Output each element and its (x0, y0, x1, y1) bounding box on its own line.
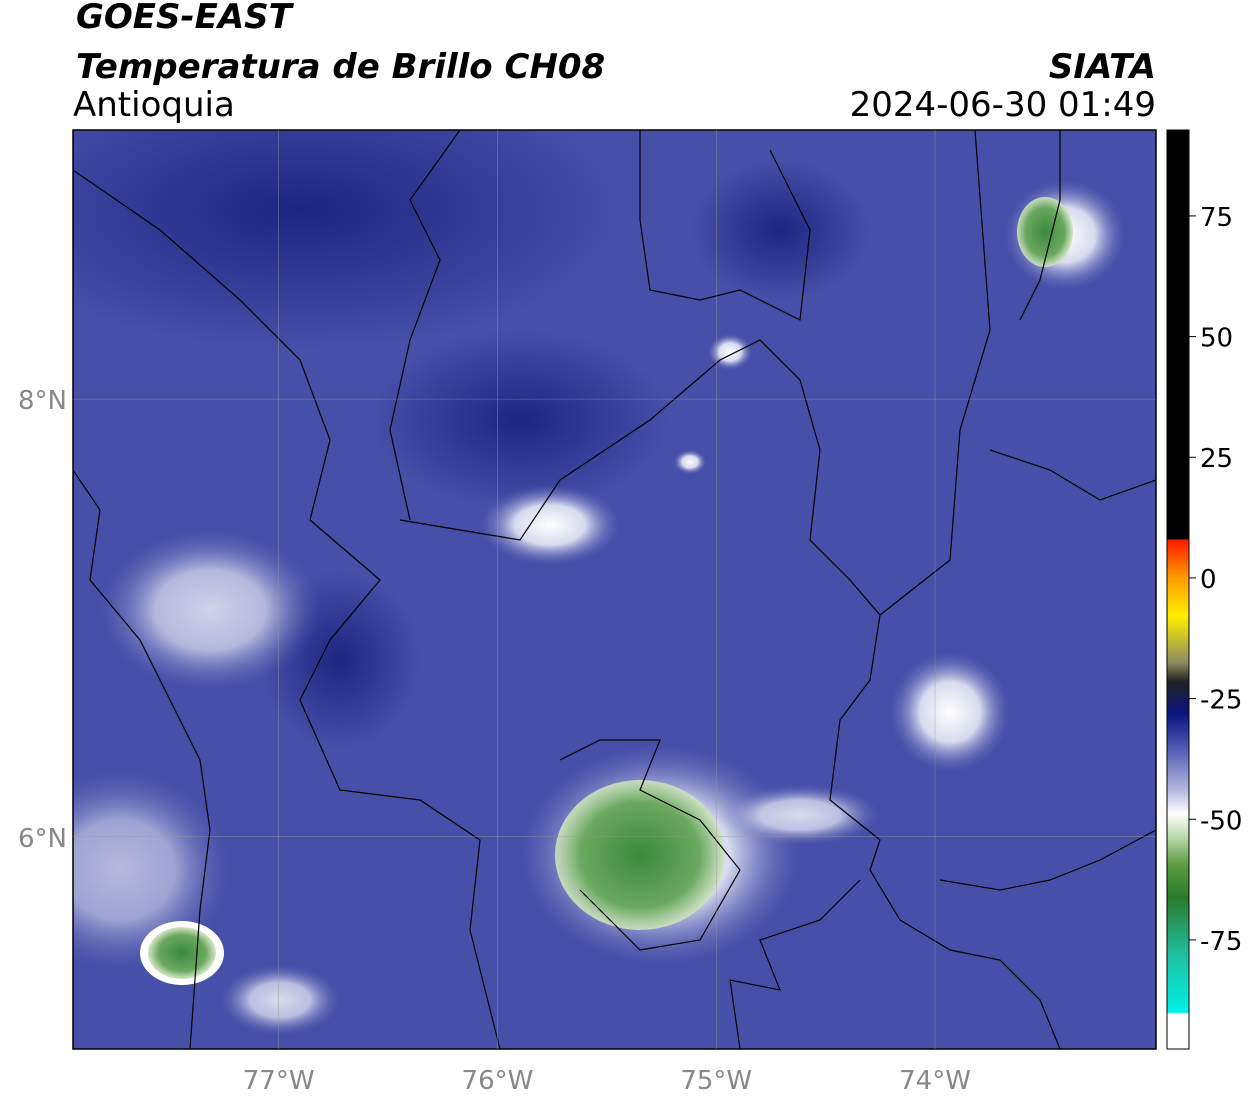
colorbar-tick-label: 75 (1200, 203, 1233, 233)
title: GOES-EAST (76, 0, 295, 37)
subtitle: Temperatura de Brillo CH08 (76, 47, 605, 87)
map-image (73, 130, 1156, 1049)
colorbar-tick-label: -25 (1200, 686, 1242, 716)
map-frame (72, 129, 1157, 1050)
y-tick-label: 6°N (18, 824, 67, 854)
source: SIATA (1049, 47, 1156, 87)
x-tick-label: 74°W (899, 1066, 971, 1096)
region: Antioquia (73, 85, 235, 125)
x-tick-label: 75°W (680, 1066, 752, 1096)
colorbar-tick-label: -50 (1200, 806, 1242, 836)
colorbar-tick-label: 50 (1200, 324, 1233, 354)
colorbar (1166, 129, 1190, 1050)
colorbar-tick-label: -75 (1200, 927, 1242, 957)
x-tick-label: 77°W (243, 1066, 315, 1096)
x-tick-label: 76°W (462, 1066, 534, 1096)
colorbar-tick-label: 25 (1200, 444, 1233, 474)
timestamp: 2024-06-30 01:49 (850, 85, 1156, 125)
colorbar-tick-label: 0 (1200, 565, 1217, 595)
y-tick-label: 8°N (18, 386, 67, 416)
